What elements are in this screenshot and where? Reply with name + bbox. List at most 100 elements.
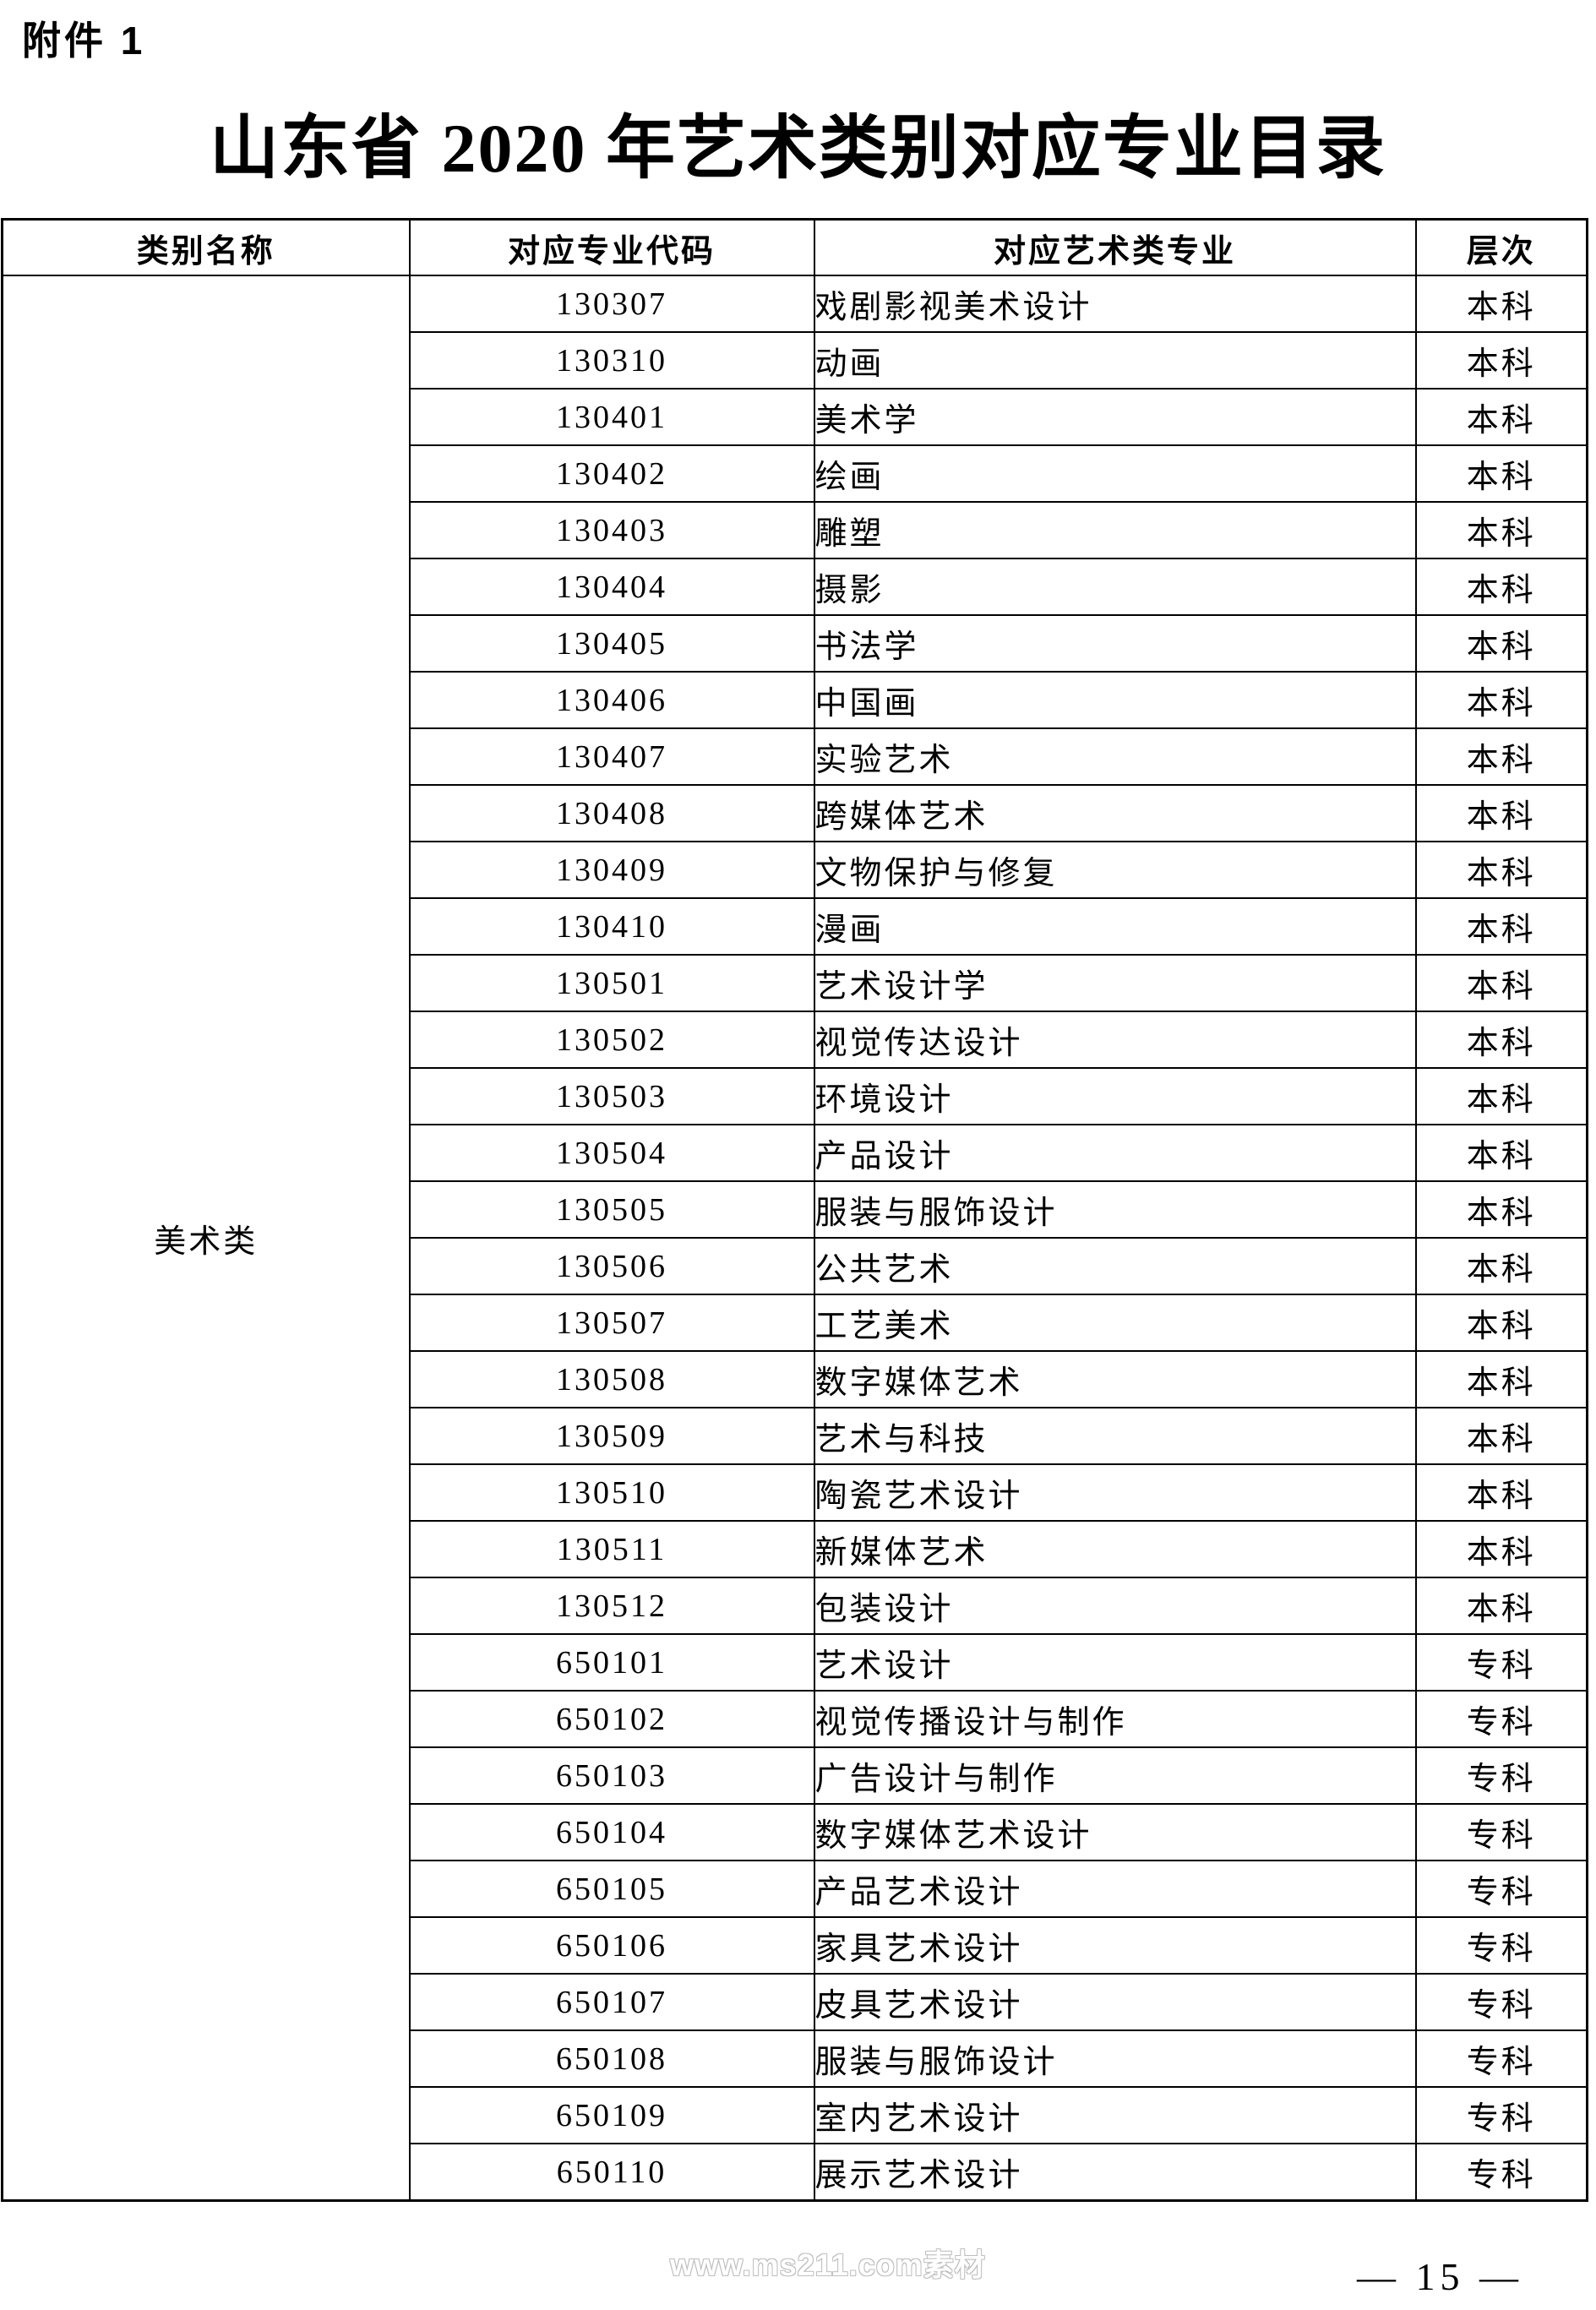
major-name-cell: 展示艺术设计 [813,2143,1417,2202]
major-code-cell: 130401 [408,388,815,446]
level-cell: 本科 [1414,444,1588,503]
major-code-cell: 650107 [408,1973,815,2031]
table-row: 650104 数字媒体艺术设计 专科 [3,1803,1588,1861]
table-row: 130512 包装设计 本科 [3,1577,1588,1635]
major-name-cell: 视觉传达设计 [813,1011,1417,1069]
level-cell: 专科 [1414,1633,1588,1692]
level-cell: 本科 [1414,954,1588,1012]
level-cell: 本科 [1414,1520,1588,1578]
major-code-cell: 130505 [408,1180,815,1239]
major-code-cell: 130409 [408,841,815,899]
level-cell: 本科 [1414,1011,1588,1069]
major-code-cell: 130405 [408,614,815,673]
major-code-cell: 130502 [408,1011,815,1069]
level-cell: 专科 [1414,1803,1588,1861]
table-row: 650102 视觉传播设计与制作 专科 [3,1690,1588,1748]
major-code-cell: 650103 [408,1746,815,1805]
category-cell: 美术类 [1,275,411,2202]
major-code-cell: 130512 [408,1577,815,1635]
level-cell: 专科 [1414,2029,1588,2088]
major-code-cell: 130407 [408,727,815,786]
major-code-cell: 130402 [408,444,815,503]
major-name-cell: 数字媒体艺术设计 [813,1803,1417,1861]
header-level: 层次 [1414,218,1588,276]
table-row: 650105 产品艺术设计 专科 [3,1860,1588,1918]
table-row: 130504 产品设计 本科 [3,1124,1588,1182]
major-name-cell: 动画 [813,331,1417,390]
table-row: 650108 服装与服饰设计 专科 [3,2029,1588,2088]
major-code-cell: 130406 [408,671,815,729]
major-name-cell: 室内艺术设计 [813,2086,1417,2144]
major-name-cell: 漫画 [813,897,1417,956]
major-code-cell: 650106 [408,1916,815,1975]
level-cell: 专科 [1414,2143,1588,2202]
table-row: 130402 绘画 本科 [3,444,1588,503]
table-row: 650107 皮具艺术设计 专科 [3,1973,1588,2031]
level-cell: 本科 [1414,897,1588,956]
table-row: 130511 新媒体艺术 本科 [3,1520,1588,1578]
table-row: 130407 实验艺术 本科 [3,727,1588,786]
major-name-cell: 实验艺术 [813,727,1417,786]
table-row: 130410 漫画 本科 [3,897,1588,956]
major-name-cell: 家具艺术设计 [813,1916,1417,1975]
level-cell: 本科 [1414,1067,1588,1125]
major-name-cell: 艺术与科技 [813,1407,1417,1465]
major-name-cell: 皮具艺术设计 [813,1973,1417,2031]
level-cell: 专科 [1414,1860,1588,1918]
level-cell: 专科 [1414,1916,1588,1975]
major-code-cell: 130506 [408,1237,815,1295]
level-cell: 本科 [1414,1180,1588,1239]
header-art-major: 对应艺术类专业 [813,218,1417,276]
table-row: 130405 书法学 本科 [3,614,1588,673]
major-code-cell: 130408 [408,784,815,842]
major-code-cell: 130501 [408,954,815,1012]
level-cell: 本科 [1414,331,1588,390]
level-cell: 专科 [1414,2086,1588,2144]
major-code-cell: 130508 [408,1350,815,1408]
major-name-cell: 艺术设计学 [813,954,1417,1012]
major-code-cell: 650109 [408,2086,815,2144]
major-name-cell: 产品设计 [813,1124,1417,1182]
major-name-cell: 雕塑 [813,501,1417,559]
major-code-cell: 650104 [408,1803,815,1861]
major-name-cell: 艺术设计 [813,1633,1417,1692]
table-row: 130502 视觉传达设计 本科 [3,1011,1588,1069]
level-cell: 本科 [1414,1124,1588,1182]
major-name-cell: 数字媒体艺术 [813,1350,1417,1408]
table-row: 130506 公共艺术 本科 [3,1237,1588,1295]
major-name-cell: 环境设计 [813,1067,1417,1125]
table-row: 650106 家具艺术设计 专科 [3,1916,1588,1975]
table-row: 130509 艺术与科技 本科 [3,1407,1588,1465]
major-name-cell: 文物保护与修复 [813,841,1417,899]
table-row: 650110 展示艺术设计 专科 [3,2143,1588,2202]
major-code-cell: 130507 [408,1294,815,1352]
major-name-cell: 包装设计 [813,1577,1417,1635]
table-row: 130503 环境设计 本科 [3,1067,1588,1125]
table-row: 130404 摄影 本科 [3,558,1588,616]
major-name-cell: 新媒体艺术 [813,1520,1417,1578]
major-code-cell: 650101 [408,1633,815,1692]
major-name-cell: 陶瓷艺术设计 [813,1463,1417,1522]
attachment-label: 附件 1 [22,19,146,63]
major-code-cell: 650110 [408,2143,815,2202]
major-code-cell: 130404 [408,558,815,616]
table-header-row: 类别名称 对应专业代码 对应艺术类专业 层次 [1,218,1588,276]
major-code-cell: 650105 [408,1860,815,1918]
majors-table: 类别名称 对应专业代码 对应艺术类专业 层次 美术类 130307 戏剧影视美术设… [1,218,1588,2202]
table-row: 650101 艺术设计 专科 [3,1633,1588,1692]
major-code-cell: 130307 [408,275,815,333]
table-row: 美术类 130307 戏剧影视美术设计 本科 [1,275,1588,2202]
table-row: 650103 广告设计与制作 专科 [3,1746,1588,1805]
major-name-cell: 跨媒体艺术 [813,784,1417,842]
level-cell: 本科 [1414,1294,1588,1352]
major-name-cell: 戏剧影视美术设计 [813,275,1417,333]
table-row: 130505 服装与服饰设计 本科 [3,1180,1588,1239]
level-cell: 本科 [1414,1577,1588,1635]
major-name-cell: 书法学 [813,614,1417,673]
level-cell: 本科 [1414,1407,1588,1465]
major-name-cell: 绘画 [813,444,1417,503]
table-row: 650109 室内艺术设计 专科 [3,2086,1588,2144]
watermark: www.ms211.com素材 [670,2247,986,2282]
major-name-cell: 产品艺术设计 [813,1860,1417,1918]
major-name-cell: 广告设计与制作 [813,1746,1417,1805]
